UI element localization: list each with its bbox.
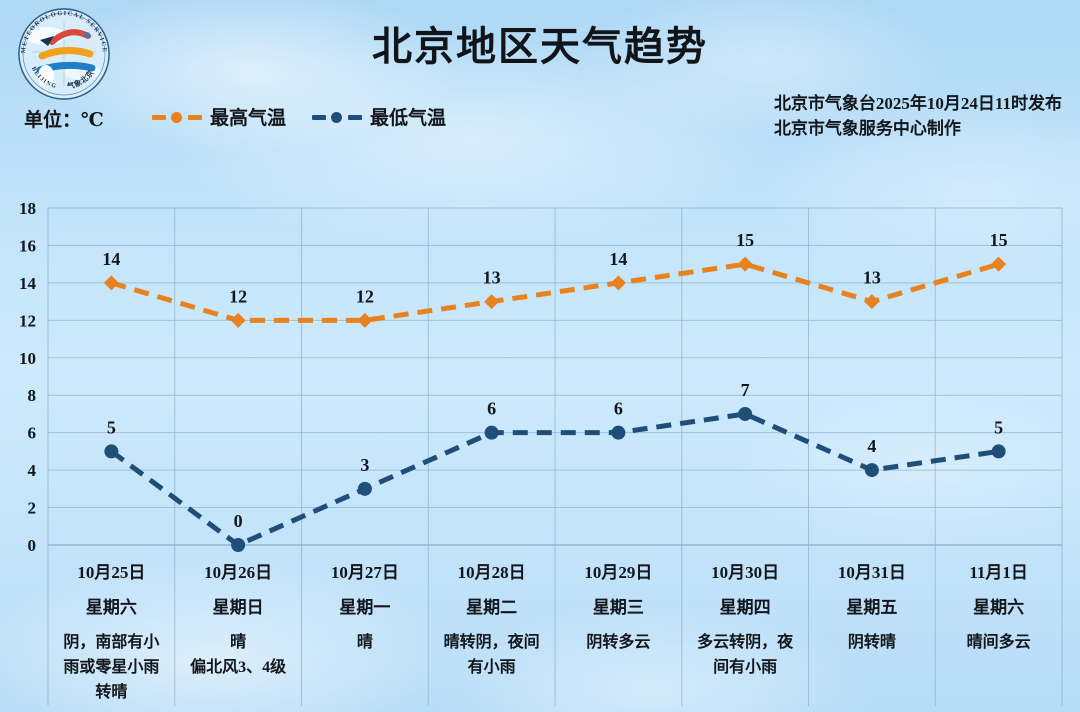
x-axis-weather-description-line: 晴间多云: [967, 632, 1031, 651]
legend-swatch-high-temp: [152, 109, 204, 125]
series-low-temp: 5 0 3 6 6 7 4 5: [104, 380, 1006, 552]
data-point-marker: [611, 425, 626, 440]
data-point-label: 6: [614, 399, 623, 419]
x-axis-weather-description-line: 偏北风3、4级: [190, 657, 287, 676]
x-axis-weekday-label: 星期三: [593, 598, 644, 617]
legend-label-high-temp: 最高气温: [210, 108, 287, 129]
x-axis-date-label: 10月31日: [838, 563, 906, 582]
data-point-label: 13: [863, 268, 881, 288]
x-axis-weather-description-line: 晴转阴，夜间: [444, 632, 540, 651]
chart-x-axis-labels: 10月25日星期六阴，南部有小雨或零星小雨转晴10月26日星期日晴偏北风3、4级…: [63, 563, 1030, 701]
legend-label-low-temp: 最低气温: [370, 108, 447, 129]
data-point-label: 12: [229, 286, 247, 306]
x-axis-weather-description-line: 多云转阴，夜: [697, 632, 794, 651]
series-high-temp: 14 12 12 13 14 15 13 15: [102, 230, 1008, 328]
publisher-line-2: 北京市气象服务中心制作: [773, 118, 961, 138]
x-axis-weather-description-line: 雨或零星小雨: [63, 657, 159, 676]
x-axis-weekday-label: 星期六: [86, 597, 137, 617]
publisher-line-1: 北京市气象台2025年10月24日11时发布: [773, 94, 1062, 113]
data-point-marker: [357, 481, 372, 496]
x-axis-weather-description-line: 阴转多云: [586, 632, 650, 651]
y-axis-tick-label: 4: [28, 461, 37, 480]
x-axis-date-label: 10月27日: [331, 563, 399, 582]
unit-label: 单位：℃: [24, 110, 104, 131]
beijing-meteorological-service-logo: METEOROLOGICAL SERVICE BEIJING 气象北京: [12, 6, 116, 102]
data-point-label: 7: [741, 380, 750, 400]
x-axis-date-label: 10月29日: [584, 563, 652, 582]
data-point-label: 15: [736, 230, 754, 250]
chart-legend: 最高气温 最低气温: [152, 103, 446, 130]
data-point-label: 12: [356, 286, 374, 306]
data-point-marker: [610, 275, 626, 291]
data-point-label: 4: [867, 436, 876, 456]
data-point-marker: [864, 294, 880, 310]
x-axis-weekday-label: 星期一: [339, 598, 390, 617]
data-point-label: 14: [609, 249, 627, 269]
data-point-marker: [738, 406, 753, 421]
page-title: 北京地区天气趋势: [372, 24, 708, 69]
x-axis-date-label: 10月28日: [458, 563, 526, 582]
y-axis-tick-label: 6: [28, 424, 37, 443]
y-axis-tick-label: 12: [19, 311, 36, 330]
data-point-marker: [357, 312, 373, 328]
data-point-marker: [103, 275, 119, 291]
y-axis-tick-label: 14: [19, 274, 37, 293]
data-point-label: 13: [483, 268, 501, 288]
x-axis-weather-description-line: 有小雨: [468, 657, 516, 676]
x-axis-weather-description-line: 晴: [230, 633, 246, 651]
data-point-marker: [991, 256, 1007, 272]
data-point-marker: [484, 294, 500, 310]
data-point-label: 3: [360, 455, 369, 475]
y-axis-tick-label: 2: [28, 499, 37, 518]
legend-item-low-temp: 最低气温: [312, 103, 446, 130]
x-axis-date-label: 10月30日: [711, 563, 779, 582]
x-axis-date-label: 11月1日: [969, 563, 1028, 582]
x-axis-weather-description-line: 转晴: [95, 682, 127, 701]
data-point-marker: [864, 463, 879, 478]
data-point-label: 5: [107, 417, 116, 437]
legend-item-high-temp: 最高气温: [152, 103, 286, 130]
x-axis-weather-description-line: 阴转晴: [848, 632, 896, 651]
data-point-marker: [991, 444, 1006, 459]
y-axis-tick-label: 18: [19, 199, 36, 218]
series-line: [109, 411, 999, 548]
x-axis-weather-description-line: 间有小雨: [713, 657, 777, 676]
x-axis-weekday-label: 星期二: [466, 598, 517, 617]
x-axis-weekday-label: 星期四: [720, 598, 771, 617]
x-axis-weather-description-line: 阴，南部有小: [63, 632, 159, 651]
data-point-marker: [231, 538, 246, 552]
x-axis-weather-description-line: 晴: [357, 633, 373, 651]
legend-swatch-low-temp: [312, 109, 364, 125]
y-axis-tick-label: 16: [19, 236, 36, 255]
chart-column-dividers: [174, 208, 936, 706]
data-point-label: 6: [487, 399, 496, 419]
data-point-marker: [484, 425, 499, 440]
data-point-label: 14: [102, 249, 120, 269]
x-axis-date-label: 10月25日: [77, 563, 145, 582]
y-axis-tick-label: 10: [19, 349, 36, 368]
x-axis-date-label: 10月26日: [204, 563, 272, 582]
publisher-info: 北京市气象台2025年10月24日11时发布 北京市气象服务中心制作: [774, 92, 1062, 141]
y-axis-tick-label: 8: [28, 386, 37, 405]
series-line: [110, 261, 1000, 323]
y-axis-tick-label: 0: [28, 536, 37, 555]
data-point-marker: [230, 312, 246, 328]
data-point-marker: [104, 444, 119, 459]
data-point-marker: [737, 256, 753, 272]
chart-y-axis-ticks: 0 2 4 6 8 10 12 14 16 18: [19, 199, 37, 555]
x-axis-weekday-label: 星期五: [846, 598, 897, 617]
x-axis-weekday-label: 星期日: [213, 598, 264, 617]
data-point-label: 15: [990, 230, 1008, 250]
x-axis-weekday-label: 星期六: [973, 597, 1024, 617]
data-point-label: 0: [234, 511, 243, 531]
data-point-label: 5: [994, 417, 1003, 437]
